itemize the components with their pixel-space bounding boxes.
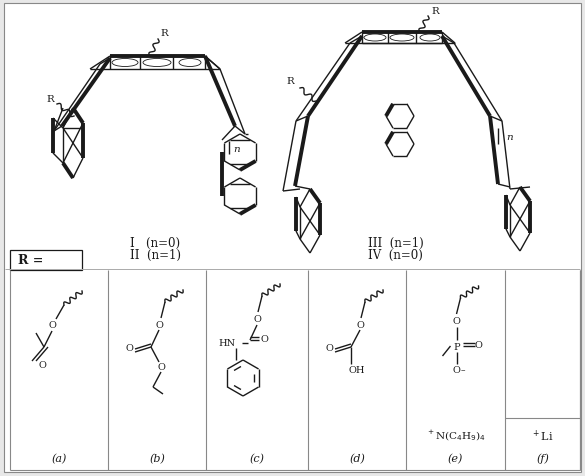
Text: R =: R = <box>18 254 43 267</box>
Text: $^+$Li: $^+$Li <box>531 427 554 443</box>
Text: I   (n=0): I (n=0) <box>130 236 180 249</box>
Text: R: R <box>431 7 439 15</box>
Text: O: O <box>356 320 364 329</box>
Text: (d): (d) <box>349 453 365 463</box>
Text: R: R <box>160 30 168 39</box>
Text: O: O <box>260 335 268 344</box>
Text: O: O <box>474 340 483 349</box>
Text: O: O <box>155 320 163 329</box>
Text: n: n <box>507 132 513 141</box>
FancyBboxPatch shape <box>10 250 82 270</box>
Text: O: O <box>38 361 46 370</box>
Text: n: n <box>233 144 240 153</box>
Text: (c): (c) <box>249 453 264 463</box>
Text: P: P <box>453 342 460 351</box>
Text: (f): (f) <box>536 453 549 463</box>
Text: (b): (b) <box>149 453 165 463</box>
Text: (e): (e) <box>448 453 463 463</box>
Text: R: R <box>46 94 54 103</box>
Text: –: – <box>460 366 464 375</box>
Text: O: O <box>125 344 133 353</box>
Text: IV  (n=0): IV (n=0) <box>368 248 423 261</box>
Text: HN: HN <box>219 339 236 348</box>
Text: II  (n=1): II (n=1) <box>130 248 181 261</box>
Text: O: O <box>453 317 460 326</box>
Text: (a): (a) <box>51 453 67 463</box>
Text: R: R <box>286 77 294 86</box>
Text: OH: OH <box>349 366 365 375</box>
Text: O: O <box>453 366 460 375</box>
Text: O: O <box>325 344 333 353</box>
FancyBboxPatch shape <box>4 4 581 472</box>
Text: O: O <box>48 321 56 330</box>
Text: $^+$N(C$_4$H$_9$)$_4$: $^+$N(C$_4$H$_9$)$_4$ <box>426 428 486 442</box>
Text: III  (n=1): III (n=1) <box>368 236 424 249</box>
Text: O: O <box>253 315 261 324</box>
Text: O: O <box>157 363 165 372</box>
